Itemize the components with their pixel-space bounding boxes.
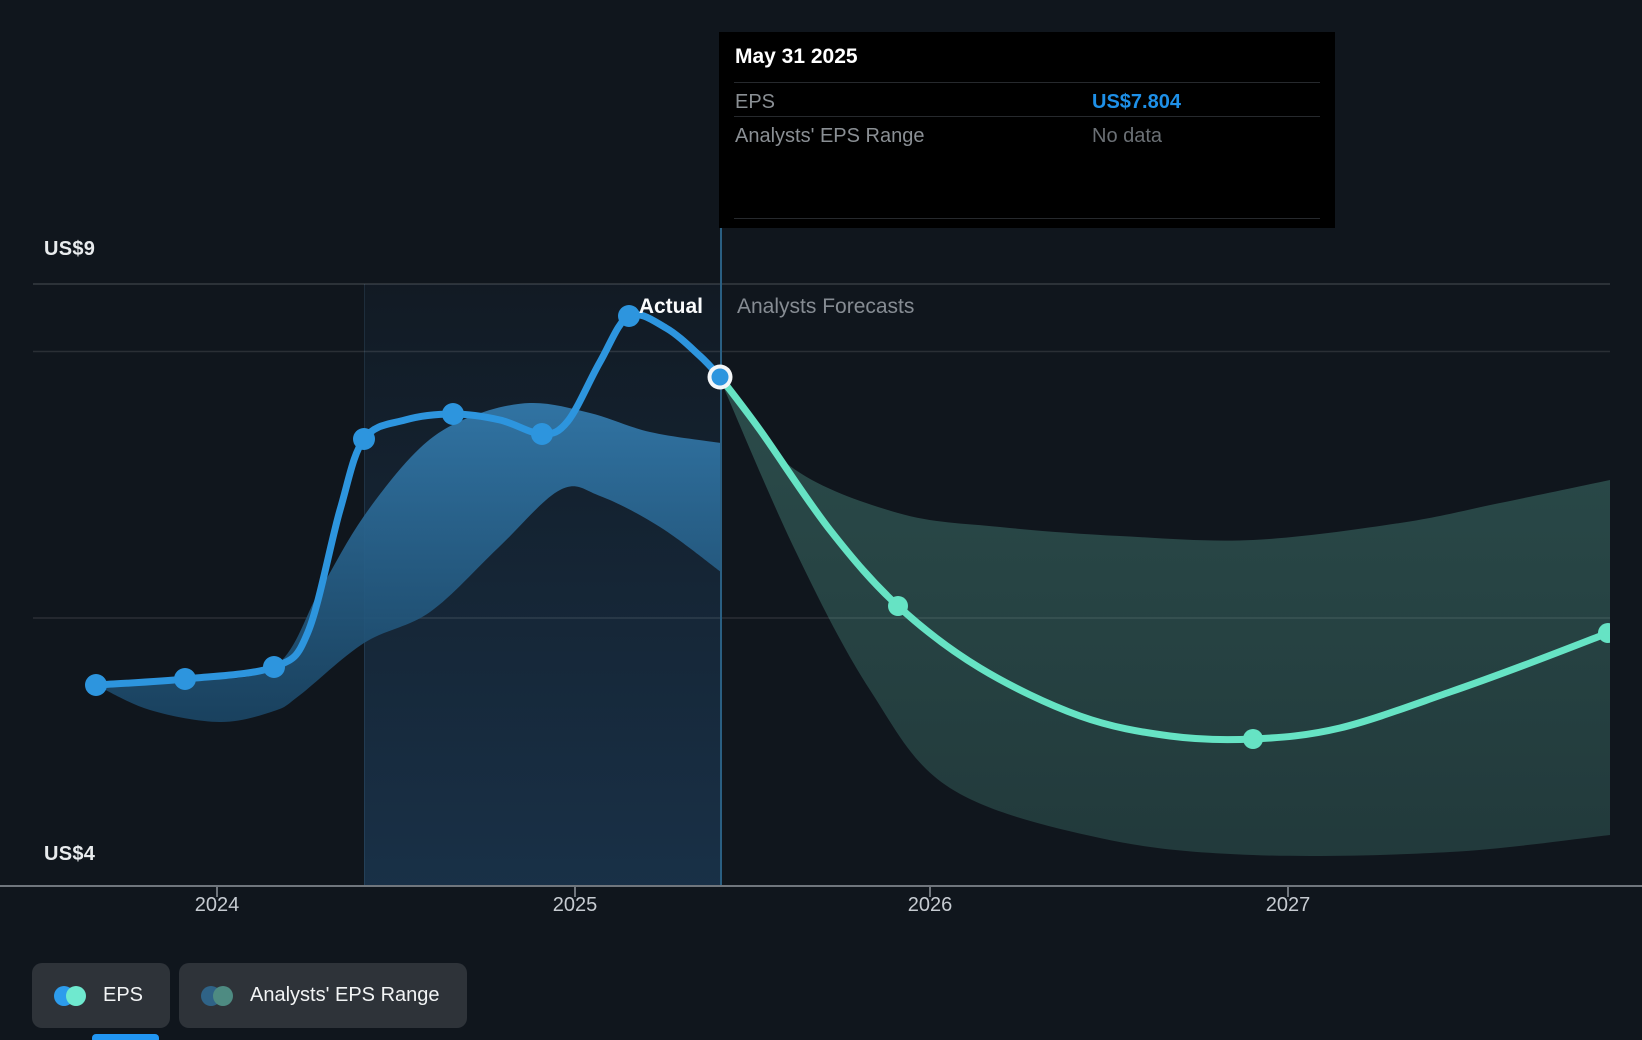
- actual-eps-point[interactable]: [174, 668, 196, 690]
- chart-tooltip: May 31 2025 EPS US$7.804 Analysts' EPS R…: [719, 32, 1335, 228]
- x-tick-label-2027: 2027: [1265, 894, 1311, 916]
- actual-eps-point[interactable]: [618, 305, 640, 327]
- forecast-analysts-range-band: [720, 379, 1610, 857]
- analysts-forecasts-section-label: Analysts Forecasts: [737, 295, 915, 318]
- tooltip-divider: [734, 116, 1320, 117]
- tooltip-row-eps: EPS US$7.804: [735, 89, 1319, 115]
- forecast-eps-line: [716, 373, 1610, 744]
- tooltip-date: May 31 2025: [735, 45, 858, 68]
- actual-eps-point[interactable]: [263, 656, 285, 678]
- y-axis-label-bottom: US$4: [44, 843, 96, 865]
- tooltip-eps-label: EPS: [735, 91, 776, 113]
- legend-item-analysts-eps-range[interactable]: Analysts' EPS Range: [179, 963, 467, 1028]
- tooltip-divider: [734, 218, 1320, 219]
- tooltip-divider: [734, 82, 1320, 83]
- legend-range-label: Analysts' EPS Range: [250, 984, 440, 1006]
- actual-section-label: Actual: [638, 295, 703, 318]
- legend: EPS Analysts' EPS Range: [32, 963, 467, 1028]
- forecast-eps-point[interactable]: [888, 596, 908, 616]
- tooltip-range-value: No data: [1092, 125, 1163, 147]
- past-analysts-range-band: [96, 402, 721, 723]
- tooltip-range-label: Analysts' EPS Range: [735, 125, 925, 147]
- forecast-eps-point[interactable]: [1243, 729, 1263, 749]
- actual-eps-point[interactable]: [442, 403, 464, 425]
- selected-eps-point[interactable]: [711, 368, 729, 386]
- actual-eps-point[interactable]: [353, 428, 375, 450]
- bottom-blue-bar[interactable]: [92, 1034, 159, 1040]
- legend-eps-label: EPS: [103, 984, 144, 1006]
- eps-legend-dots-icon: [54, 985, 86, 1006]
- tooltip-eps-value: US$7.804: [1092, 91, 1181, 113]
- forecast-series: [716, 373, 1618, 749]
- x-tick-label-2024: 2024: [194, 894, 240, 916]
- range-legend-dots-icon: [201, 985, 234, 1006]
- actual-eps-point[interactable]: [85, 674, 107, 696]
- actual-eps-point[interactable]: [531, 423, 553, 445]
- tooltip-row-eps-range: Analysts' EPS Range No data: [735, 123, 1319, 149]
- legend-item-eps[interactable]: EPS: [32, 963, 171, 1028]
- x-tick-label-2026: 2026: [907, 894, 953, 916]
- forecast-eps-point[interactable]: [1598, 623, 1618, 643]
- y-axis-label-top: US$9: [44, 238, 96, 260]
- x-tick-label-2025: 2025: [552, 894, 598, 916]
